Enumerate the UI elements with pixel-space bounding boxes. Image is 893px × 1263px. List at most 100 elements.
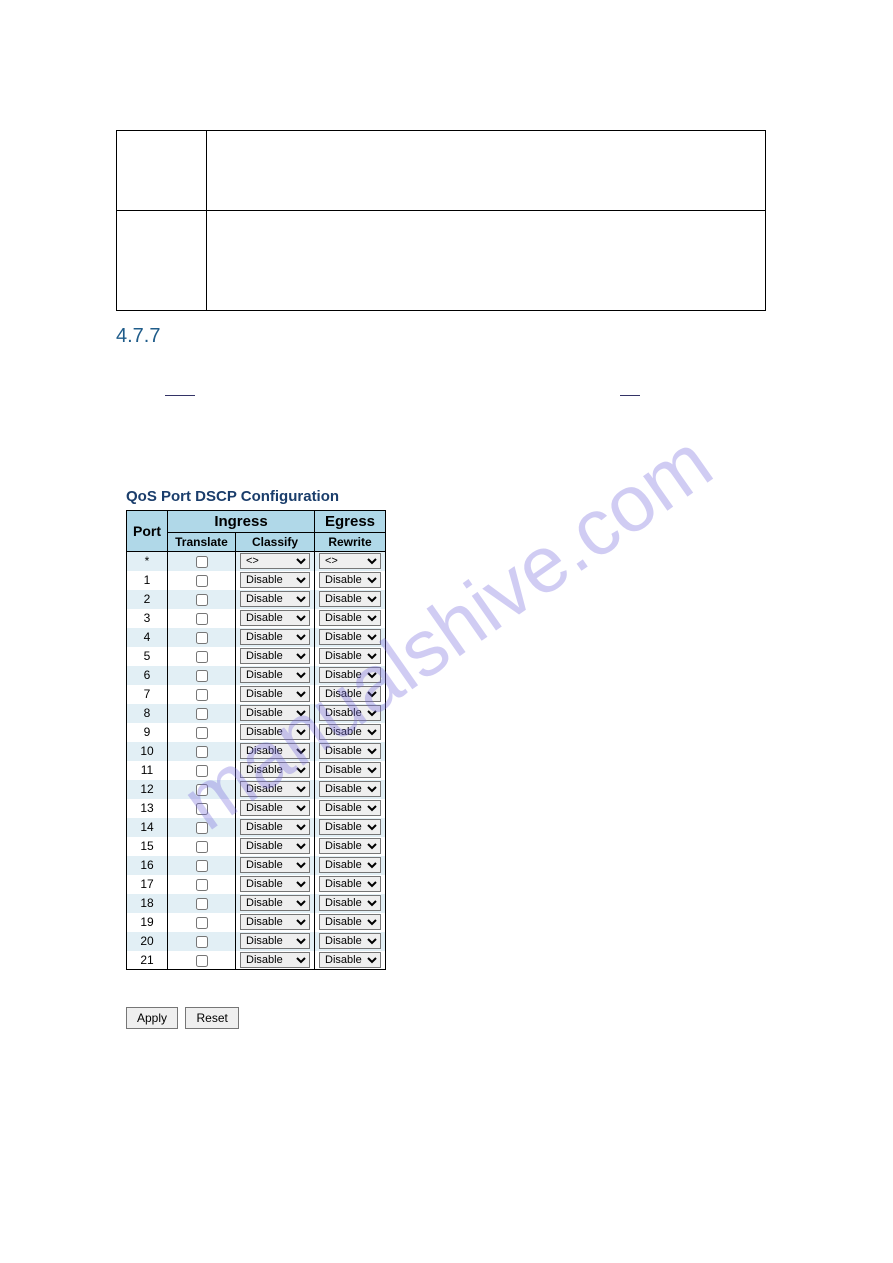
classify-select[interactable]: Disable — [240, 572, 310, 588]
translate-checkbox[interactable] — [196, 670, 208, 682]
rewrite-select[interactable]: Disable — [319, 610, 381, 626]
classify-cell: Disable — [236, 590, 315, 609]
classify-select[interactable]: Disable — [240, 876, 310, 892]
translate-checkbox[interactable] — [196, 917, 208, 929]
rewrite-select[interactable]: Disable — [319, 686, 381, 702]
classify-select[interactable]: Disable — [240, 952, 310, 968]
classify-cell: Disable — [236, 666, 315, 685]
table-row: 5DisableDisable — [127, 647, 386, 666]
port-value: 17 — [127, 875, 168, 894]
classify-select[interactable]: Disable — [240, 629, 310, 645]
classify-select[interactable]: Disable — [240, 591, 310, 607]
port-value: * — [127, 552, 168, 571]
translate-checkbox[interactable] — [196, 575, 208, 587]
classify-select[interactable]: Disable — [240, 914, 310, 930]
rewrite-cell: Disable — [315, 932, 386, 951]
translate-checkbox[interactable] — [196, 936, 208, 948]
port-value: 1 — [127, 571, 168, 590]
rewrite-select[interactable]: Disable — [319, 914, 381, 930]
classify-select[interactable]: Disable — [240, 819, 310, 835]
translate-checkbox[interactable] — [196, 594, 208, 606]
translate-checkbox[interactable] — [196, 651, 208, 663]
rewrite-select[interactable]: Disable — [319, 572, 381, 588]
classify-cell: Disable — [236, 932, 315, 951]
translate-checkbox[interactable] — [196, 708, 208, 720]
rewrite-cell: Disable — [315, 704, 386, 723]
translate-checkbox[interactable] — [196, 765, 208, 777]
port-value: 11 — [127, 761, 168, 780]
rewrite-select[interactable]: Disable — [319, 705, 381, 721]
port-value: 7 — [127, 685, 168, 704]
empty-cell — [207, 211, 766, 311]
rewrite-select[interactable]: Disable — [319, 629, 381, 645]
table-row: 20 Disable Disable — [127, 932, 386, 951]
rewrite-cell: Disable — [315, 856, 386, 875]
port-value: 20 — [127, 932, 168, 951]
classify-select[interactable]: Disable — [240, 838, 310, 854]
classify-select[interactable]: Disable — [240, 743, 310, 759]
classify-cell: Disable — [236, 723, 315, 742]
translate-checkbox[interactable] — [196, 613, 208, 625]
rewrite-cell: Disable — [315, 818, 386, 837]
classify-select[interactable]: Disable — [240, 610, 310, 626]
translate-checkbox[interactable] — [196, 689, 208, 701]
port-value: 13 — [127, 799, 168, 818]
translate-checkbox[interactable] — [196, 556, 208, 568]
rewrite-select[interactable]: Disable — [319, 819, 381, 835]
rewrite-cell: Disable — [315, 666, 386, 685]
classify-select[interactable]: Disable — [240, 762, 310, 778]
translate-checkbox[interactable] — [196, 632, 208, 644]
translate-checkbox[interactable] — [196, 746, 208, 758]
classify-select[interactable]: Disable — [240, 648, 310, 664]
classify-cell: Disable — [236, 628, 315, 647]
translate-checkbox[interactable] — [196, 784, 208, 796]
classify-select[interactable]: Disable — [240, 781, 310, 797]
translate-checkbox[interactable] — [196, 803, 208, 815]
rewrite-select[interactable]: Disable — [319, 800, 381, 816]
translate-cell — [168, 666, 236, 685]
classify-select[interactable]: <> — [240, 553, 310, 569]
rewrite-select[interactable]: Disable — [319, 743, 381, 759]
rewrite-select[interactable]: Disable — [319, 895, 381, 911]
rewrite-select[interactable]: Disable — [319, 591, 381, 607]
rewrite-header: Rewrite — [315, 533, 386, 552]
rewrite-select[interactable]: <> — [319, 553, 381, 569]
classify-select[interactable]: Disable — [240, 705, 310, 721]
rewrite-select[interactable]: Disable — [319, 857, 381, 873]
classify-select[interactable]: Disable — [240, 800, 310, 816]
reset-button[interactable]: Reset — [185, 1007, 238, 1029]
classify-select[interactable]: Disable — [240, 857, 310, 873]
rewrite-select[interactable]: Disable — [319, 933, 381, 949]
classify-select[interactable]: Disable — [240, 667, 310, 683]
rewrite-select[interactable]: Disable — [319, 762, 381, 778]
rewrite-select[interactable]: Disable — [319, 952, 381, 968]
translate-checkbox[interactable] — [196, 879, 208, 891]
empty-cell — [117, 211, 207, 311]
rewrite-select[interactable]: Disable — [319, 648, 381, 664]
rewrite-select[interactable]: Disable — [319, 667, 381, 683]
rewrite-select[interactable]: Disable — [319, 876, 381, 892]
rewrite-select[interactable]: Disable — [319, 781, 381, 797]
apply-button[interactable]: Apply — [126, 1007, 178, 1029]
translate-cell — [168, 571, 236, 590]
rewrite-select[interactable]: Disable — [319, 838, 381, 854]
classify-select[interactable]: Disable — [240, 686, 310, 702]
translate-checkbox[interactable] — [196, 841, 208, 853]
classify-select[interactable]: Disable — [240, 724, 310, 740]
translate-checkbox[interactable] — [196, 955, 208, 967]
table-row: 15DisableDisable — [127, 837, 386, 856]
translate-checkbox[interactable] — [196, 898, 208, 910]
translate-cell — [168, 856, 236, 875]
table-row: 3DisableDisable — [127, 609, 386, 628]
classify-select[interactable]: Disable — [240, 895, 310, 911]
rewrite-cell: Disable — [315, 894, 386, 913]
translate-cell — [168, 780, 236, 799]
rewrite-select[interactable]: Disable — [319, 724, 381, 740]
translate-checkbox[interactable] — [196, 822, 208, 834]
translate-checkbox[interactable] — [196, 860, 208, 872]
table-row: 10DisableDisable — [127, 742, 386, 761]
classify-select[interactable]: Disable — [240, 933, 310, 949]
translate-checkbox[interactable] — [196, 727, 208, 739]
translate-cell — [168, 609, 236, 628]
table-row: 6DisableDisable — [127, 666, 386, 685]
